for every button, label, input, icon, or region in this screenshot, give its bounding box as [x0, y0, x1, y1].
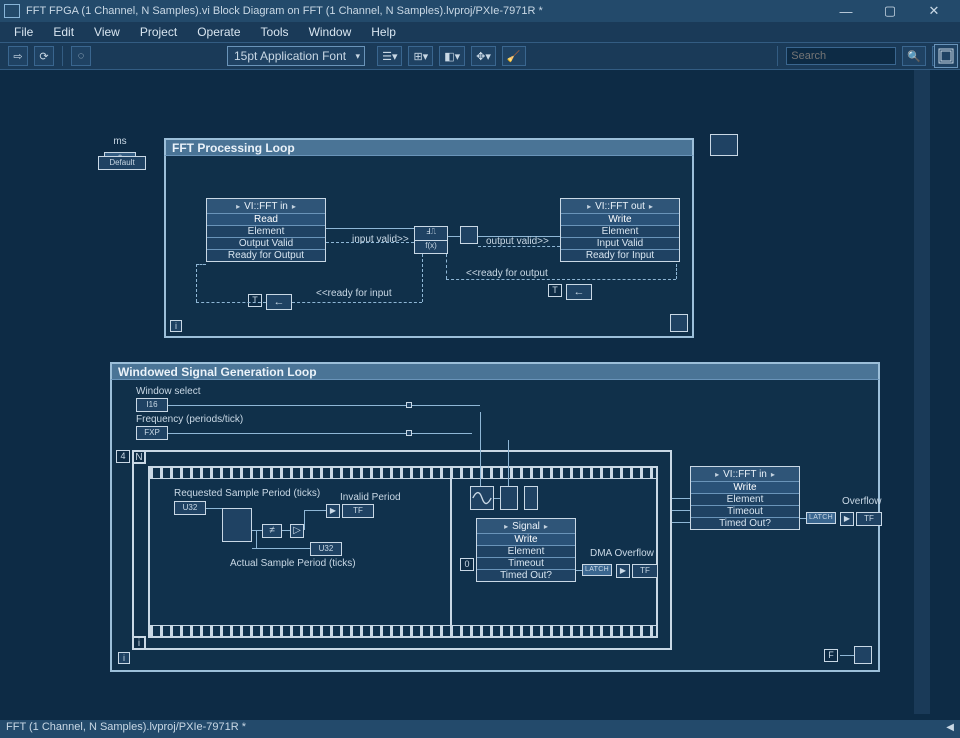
font-selector[interactable]: 15pt Application Font — [227, 46, 365, 66]
bundle-node[interactable] — [460, 226, 478, 244]
sine-gen-vi[interactable] — [470, 486, 494, 510]
label-act-period: Actual Sample Period (ticks) — [230, 558, 356, 569]
label-ready-input: <<ready for input — [316, 288, 392, 299]
menu-help[interactable]: Help — [363, 23, 404, 41]
label-overflow: Overflow — [842, 496, 881, 507]
maximize-button[interactable]: ▢ — [868, 0, 912, 22]
loop-title: FFT Processing Loop — [164, 138, 694, 156]
window-select-terminal[interactable]: I16 — [136, 398, 168, 412]
iteration-terminal: i — [118, 652, 130, 664]
compare-node[interactable]: ▷ — [290, 524, 304, 538]
label-input-valid: input valid>> — [352, 234, 409, 245]
feedback-node-in[interactable]: ← — [266, 294, 292, 310]
label-frequency: Frequency (periods/tick) — [136, 414, 243, 425]
window-title: FFT FPGA (1 Channel, N Samples).vi Block… — [26, 5, 824, 17]
menubar: File Edit View Project Operate Tools Win… — [0, 22, 960, 42]
label-ready-output: <<ready for output — [466, 268, 548, 279]
dma-overflow-indicator[interactable]: TF — [632, 564, 658, 578]
fft-in-fifo-write[interactable]: VI::FFT in Write Element Timeout Timed O… — [690, 466, 800, 530]
window-vi[interactable] — [500, 486, 518, 510]
fifo-name: VI::FFT out — [561, 199, 679, 213]
scroll-down-icon[interactable]: ▼ — [916, 700, 928, 712]
default-terminal[interactable]: Default — [98, 156, 146, 170]
loop-title: Windowed Signal Generation Loop — [110, 362, 880, 380]
label-output-valid: output valid>> — [486, 236, 549, 247]
latch-node[interactable]: LATCH — [806, 512, 836, 524]
bool-const-t[interactable]: T — [548, 284, 562, 297]
align-button[interactable]: ☰▾ — [377, 46, 402, 66]
latch-node[interactable]: LATCH — [582, 564, 612, 576]
build-array-node[interactable] — [524, 486, 538, 510]
run-cont-button[interactable]: ⟳ — [34, 46, 54, 66]
invalid-period-indicator[interactable]: TF — [342, 504, 374, 518]
loop-condition[interactable] — [670, 314, 688, 332]
scroll-left-icon[interactable]: ◀ — [946, 721, 954, 733]
triangle-icon: ▶ — [840, 512, 854, 526]
status-text: FFT (1 Channel, N Samples).lvproj/PXIe-7… — [6, 721, 246, 733]
distribute-button[interactable]: ⊞▾ — [408, 46, 433, 66]
fft-express-vi[interactable]: Ⅎ⎍ f(x) — [414, 226, 448, 254]
loop-timer-vi[interactable] — [222, 508, 252, 542]
bool-const-f[interactable]: F — [824, 649, 838, 662]
search-input[interactable] — [786, 47, 896, 65]
loop-condition[interactable] — [854, 646, 872, 664]
const-four[interactable]: 4 — [116, 450, 130, 463]
titlebar: FFT FPGA (1 Channel, N Samples).vi Block… — [0, 0, 960, 22]
statusbar: FFT (1 Channel, N Samples).lvproj/PXIe-7… — [0, 720, 960, 738]
context-help-button[interactable] — [934, 44, 958, 68]
close-button[interactable]: ✕ — [912, 0, 956, 22]
iteration-terminal: i — [170, 320, 182, 332]
fifo-fft-out-write[interactable]: VI::FFT out Write Element Input Valid Re… — [560, 198, 680, 262]
reorder-button[interactable]: ✥▾ — [471, 46, 496, 66]
menu-edit[interactable]: Edit — [45, 23, 82, 41]
resize-button[interactable]: ◧▾ — [439, 46, 465, 66]
not-equal-node[interactable]: ≠ — [262, 524, 282, 538]
triangle-icon: ▶ — [326, 504, 340, 518]
frequency-terminal[interactable]: FXP — [136, 426, 168, 440]
app-icon — [4, 4, 20, 18]
run-button[interactable]: ⇨ — [8, 46, 28, 66]
menu-file[interactable]: File — [6, 23, 41, 41]
const-zero[interactable]: 0 — [460, 558, 474, 571]
i-terminal: i — [132, 636, 146, 650]
menu-window[interactable]: Window — [301, 23, 360, 41]
menu-tools[interactable]: Tools — [253, 23, 297, 41]
pause-button[interactable]: ◌ — [71, 46, 91, 66]
fifo-fft-in-read[interactable]: VI::FFT in Read Element Output Valid Rea… — [206, 198, 326, 262]
first-call-node[interactable] — [710, 134, 738, 156]
menu-view[interactable]: View — [86, 23, 128, 41]
signal-fifo-write[interactable]: Signal Write Element Timeout Timed Out? — [476, 518, 576, 582]
cleanup-button[interactable]: 🧹 — [502, 46, 526, 66]
for-loop[interactable]: N i 4 Requested Sample Period (ticks) U3… — [132, 450, 672, 650]
label-window-select: Window select — [136, 386, 200, 397]
search-icon[interactable]: 🔍 — [902, 46, 926, 66]
label-dma-overflow: DMA Overflow — [590, 548, 654, 559]
fft-processing-loop[interactable]: FFT Processing Loop VI::FFT in Read Elem… — [164, 138, 694, 338]
actual-period-indicator[interactable]: U32 — [310, 542, 342, 556]
flat-sequence[interactable]: Requested Sample Period (ticks) U32 ≠ ▷ … — [148, 466, 658, 638]
menu-project[interactable]: Project — [132, 23, 185, 41]
req-period-terminal[interactable]: U32 — [174, 501, 206, 515]
label-req-period: Requested Sample Period (ticks) — [174, 488, 320, 499]
overflow-indicator[interactable]: TF — [856, 512, 882, 526]
label-invalid-period: Invalid Period — [340, 492, 401, 503]
fifo-name: VI::FFT in — [207, 199, 325, 213]
n-terminal: N — [132, 450, 146, 464]
windowed-signal-loop[interactable]: Windowed Signal Generation Loop Window s… — [110, 362, 880, 672]
menu-operate[interactable]: Operate — [189, 23, 248, 41]
minimize-button[interactable]: — — [824, 0, 868, 22]
bool-const-t[interactable]: T — [248, 294, 262, 307]
block-diagram-canvas[interactable]: ▲ ▼ ms ⏱ Default FFT Processing Loop VI:… — [0, 70, 930, 714]
scroll-up-icon[interactable]: ▲ — [916, 72, 928, 84]
triangle-icon: ▶ — [616, 564, 630, 578]
toolbar: ⇨ ⟳ ◌ 15pt Application Font ☰▾ ⊞▾ ◧▾ ✥▾ … — [0, 42, 960, 70]
feedback-node-out[interactable]: ← — [566, 284, 592, 300]
